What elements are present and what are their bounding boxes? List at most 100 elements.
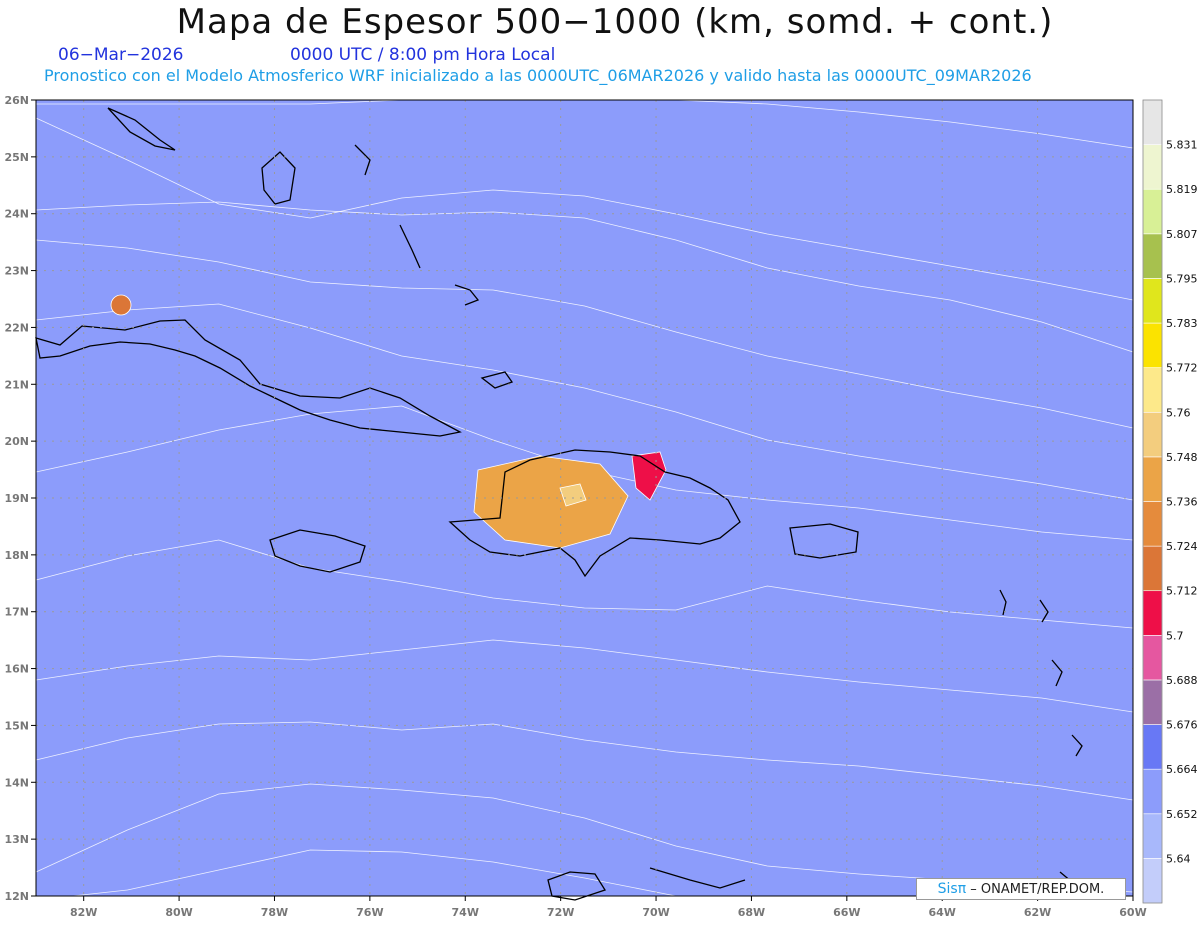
legend-swatch bbox=[1142, 858, 1163, 904]
inagua bbox=[480, 371, 514, 389]
lat-tick-label: 26N bbox=[4, 94, 29, 107]
contour-line bbox=[35, 639, 1134, 713]
turks-caicos bbox=[454, 284, 480, 306]
lon-tick-label: 72W bbox=[547, 906, 574, 919]
bahamas-eleuthera bbox=[354, 144, 371, 176]
forecast-time: 0000 UTC / 8:00 pm Hora Local bbox=[290, 45, 556, 65]
legend-label: 5.772 bbox=[1166, 362, 1198, 375]
lat-tick-label: 23N bbox=[4, 265, 29, 278]
color-legend: 5.64 5.652 5.664 5.676 5.688 5.7 5.712 5.724 5.7… bbox=[1142, 99, 1198, 904]
lon-tick-label: 74W bbox=[452, 906, 479, 919]
contour-line bbox=[35, 303, 1134, 501]
legend-label: 5.795 bbox=[1166, 272, 1198, 285]
legend-swatch bbox=[1142, 724, 1163, 770]
lon-tick-label: 68W bbox=[738, 906, 765, 919]
lat-tick-label: 15N bbox=[4, 719, 29, 732]
legend-label: 5.724 bbox=[1166, 540, 1198, 553]
bahamas-andros bbox=[261, 151, 296, 205]
puerto-rico-coast bbox=[789, 523, 859, 559]
lon-tick-label: 70W bbox=[642, 906, 669, 919]
legend-label: 5.748 bbox=[1166, 451, 1198, 464]
legend-label: 5.676 bbox=[1166, 719, 1198, 732]
coastlines bbox=[35, 107, 1083, 901]
lat-tick-label: 14N bbox=[4, 776, 29, 789]
legend-swatch bbox=[1142, 99, 1163, 145]
legend-swatch bbox=[1142, 322, 1163, 368]
lon-tick-label: 80W bbox=[165, 906, 192, 919]
legend-swatch bbox=[1142, 768, 1163, 815]
contour-line bbox=[35, 539, 1134, 629]
legend-label: 5.712 bbox=[1166, 585, 1198, 598]
venezuela-coast bbox=[649, 867, 746, 889]
map-title: Mapa de Espesor 500−1000 (km, somd. + co… bbox=[176, 2, 1054, 42]
legend-swatch bbox=[1142, 144, 1163, 190]
legend-swatch bbox=[1142, 456, 1163, 502]
cuba-coast bbox=[35, 319, 462, 437]
legend-swatch bbox=[1142, 813, 1163, 859]
contour-line bbox=[35, 201, 1134, 353]
legend-swatch bbox=[1142, 411, 1163, 458]
legend-swatch bbox=[1142, 679, 1163, 725]
lat-tick-label: 21N bbox=[4, 378, 29, 391]
contour-line bbox=[35, 117, 1134, 301]
lon-tick-label: 76W bbox=[356, 906, 383, 919]
legend-label: 5.7 bbox=[1166, 629, 1184, 642]
lat-tick-label: 22N bbox=[4, 321, 29, 334]
map-axes: 82W 80W 78W 76W 74W 72W 70W 68W 66W 64W 62W 60W 12N 1… bbox=[4, 94, 1146, 919]
bahamas-north bbox=[107, 107, 176, 151]
lon-tick-label: 78W bbox=[261, 906, 288, 919]
lon-tick-label: 82W bbox=[70, 906, 97, 919]
legend-swatch bbox=[1142, 501, 1163, 547]
legend-frame bbox=[1142, 99, 1163, 904]
legend-swatch bbox=[1142, 590, 1163, 636]
st-lucia bbox=[1071, 734, 1083, 757]
legend-label: 5.664 bbox=[1166, 763, 1198, 776]
jamaica-coast bbox=[269, 529, 366, 573]
legend-swatch bbox=[1142, 233, 1163, 279]
bahamas-long-island bbox=[399, 224, 421, 269]
lesser-antilles-north bbox=[999, 589, 1007, 616]
legend-label: 5.819 bbox=[1166, 183, 1198, 196]
lat-tick-label: 18N bbox=[4, 549, 29, 562]
legend-label: 5.76 bbox=[1166, 406, 1191, 419]
contour-line bbox=[35, 239, 1134, 429]
forecast-date: 06−Mar−2026 bbox=[58, 45, 184, 65]
contour-line bbox=[35, 849, 1133, 901]
model-info: Pronostico con el Modelo Atmosferico WRF… bbox=[44, 66, 1032, 85]
lat-tick-label: 19N bbox=[4, 492, 29, 505]
thickness-bands bbox=[35, 99, 1134, 901]
legend-label: 5.807 bbox=[1166, 228, 1198, 241]
martinique bbox=[1051, 659, 1063, 687]
local-feature bbox=[110, 294, 132, 316]
legend-label: 5.688 bbox=[1166, 674, 1198, 687]
legend-swatch bbox=[1142, 367, 1163, 413]
lat-tick-label: 24N bbox=[4, 208, 29, 221]
credit-text: – ONAMET/REP.DOM. bbox=[970, 882, 1105, 897]
credit-box: Sisπ – ONAMET/REP.DOM. bbox=[916, 878, 1126, 900]
lat-tick-label: 13N bbox=[4, 833, 29, 846]
legend-swatch bbox=[1142, 278, 1163, 324]
local-feature bbox=[559, 483, 587, 507]
legend-swatch bbox=[1142, 635, 1163, 681]
legend-label: 5.736 bbox=[1166, 496, 1198, 509]
legend-label: 5.783 bbox=[1166, 317, 1198, 330]
lon-tick-label: 64W bbox=[928, 906, 955, 919]
credit-logo: Sisπ bbox=[937, 881, 967, 897]
lat-tick-label: 16N bbox=[4, 663, 29, 676]
lat-tick-label: 17N bbox=[4, 606, 29, 619]
legend-label: 5.831 bbox=[1166, 139, 1198, 152]
hispaniola-coast bbox=[448, 449, 741, 578]
lon-tick-label: 60W bbox=[1119, 906, 1146, 919]
lon-tick-label: 62W bbox=[1024, 906, 1051, 919]
guadeloupe bbox=[1039, 599, 1049, 623]
legend-swatch bbox=[1142, 545, 1163, 592]
contour-line bbox=[35, 721, 1134, 801]
legend-label: 5.652 bbox=[1166, 808, 1198, 821]
legend-swatch bbox=[1142, 188, 1163, 235]
lat-tick-label: 12N bbox=[4, 890, 29, 903]
legend-label: 5.64 bbox=[1166, 852, 1191, 865]
lat-tick-label: 20N bbox=[4, 435, 29, 448]
lon-tick-label: 66W bbox=[833, 906, 860, 919]
local-feature bbox=[473, 455, 629, 549]
